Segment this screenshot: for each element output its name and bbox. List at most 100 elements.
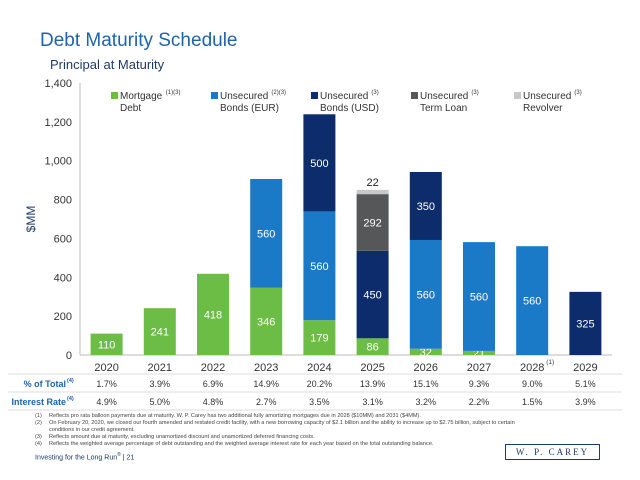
footnote-number: (3): [35, 434, 42, 440]
footnote-line: conditions in our credit agreement.: [35, 427, 135, 434]
bar-data-label: 32: [420, 347, 432, 359]
footnote-number: (2): [35, 420, 42, 426]
legend-label: Revolver: [523, 103, 563, 114]
footnote-number: (4): [35, 441, 42, 447]
table-cell: 6.9%: [203, 379, 224, 389]
legend-footnote: (1)(3): [166, 90, 181, 96]
table-row-footnote: (4): [67, 396, 74, 402]
x-tick-label: 2028: [520, 362, 544, 374]
table-cell: 1.5%: [522, 397, 543, 407]
footnote-line: (4) Reflects the weighted average percent…: [35, 441, 433, 448]
bar-data-label: 350: [417, 201, 435, 213]
bar-data-label: 86: [366, 342, 378, 354]
y-tick-label: 200: [54, 311, 72, 323]
footnote-line: (2) On February 20, 2020, we closed our f…: [35, 420, 515, 427]
footnote-text: Reflects the weighted average percentage…: [49, 441, 434, 447]
y-tick-label: 800: [54, 195, 72, 207]
x-tick-label: 2023: [254, 362, 278, 374]
bar-data-label: 560: [310, 261, 328, 273]
table-cell: 3.5%: [309, 397, 330, 407]
legend-label: Unsecured: [320, 91, 368, 102]
bar-segment: [303, 114, 336, 212]
table-cell: 15.1%: [413, 379, 439, 389]
table-cell: 13.9%: [360, 379, 386, 389]
bar-data-label: 560: [417, 289, 435, 301]
table-cell: 4.9%: [96, 397, 117, 407]
table-cell: 14.9%: [253, 379, 279, 389]
bar-data-label: 325: [576, 318, 594, 330]
bar-data-label: 346: [257, 316, 275, 328]
y-tick-label: 1,200: [44, 117, 72, 129]
table-cell: 2.2%: [469, 397, 490, 407]
bar-segment: [409, 239, 442, 349]
bar-data-label: 241: [151, 327, 169, 339]
legend-swatch: [514, 92, 521, 99]
x-tick-footnote: (1): [546, 359, 554, 366]
bar-segment: [356, 338, 389, 355]
bar-data-label: 110: [98, 339, 116, 351]
bar-data-label: 22: [366, 177, 378, 189]
bar-segment: [197, 273, 229, 355]
bar-data-label: 21: [473, 348, 485, 360]
table-cell: 3.9%: [575, 397, 596, 407]
bar-data-label: 560: [523, 296, 541, 308]
bar-segment: [569, 291, 602, 355]
footnote-text: Reflects pro rata balloon payments due a…: [49, 413, 421, 419]
footnote-text: On February 20, 2020, we closed our four…: [49, 420, 515, 426]
legend-label: Mortgage: [120, 91, 163, 102]
table-row-label: Interest Rate: [11, 397, 66, 407]
y-tick-label: 1,400: [44, 78, 72, 90]
table-cell: 9.0%: [522, 379, 543, 389]
bar-segment: [250, 178, 283, 288]
bar-segment: [303, 211, 336, 321]
bar-segment: [356, 189, 389, 195]
x-tick-label: 2029: [573, 362, 597, 374]
legend-footnote: (3): [574, 90, 581, 96]
table-cell: 5.1%: [575, 379, 596, 389]
x-tick-label: 2024: [307, 362, 331, 374]
bar-segment: [463, 350, 495, 355]
table-cell: 20.2%: [307, 379, 333, 389]
x-tick-label: 2027: [467, 362, 491, 374]
table-cell: 9.3%: [469, 379, 490, 389]
table-cell: 3.1%: [362, 397, 383, 407]
legend-footnote: (2)(3): [271, 90, 286, 96]
legend-footnote: (3): [471, 90, 478, 96]
bar-segment: [303, 320, 336, 355]
y-tick-label: 600: [54, 233, 72, 245]
table-cell: 2.7%: [256, 397, 277, 407]
bar-data-label: 560: [257, 228, 275, 240]
y-axis-label: $MM: [24, 206, 38, 233]
bar-segment: [356, 250, 389, 339]
legend-label: Bonds (USD): [320, 103, 379, 114]
bar-data-label: 418: [204, 309, 222, 321]
y-tick-label: 0: [66, 350, 72, 362]
footnote-line: (3) Reflects amount due at maturity, excl…: [35, 434, 315, 441]
table-cell: 4.8%: [203, 397, 224, 407]
bar-segment: [409, 171, 442, 240]
legend-swatch: [211, 92, 218, 99]
bar-segment: [250, 287, 283, 355]
legend-swatch: [311, 92, 318, 99]
legend-label: Unsecured: [523, 91, 571, 102]
bar-data-label: 500: [310, 158, 328, 170]
table-cell: 5.0%: [150, 397, 171, 407]
table-row-label: % of Total: [24, 379, 66, 389]
chart-subtitle: Principal at Maturity: [50, 57, 165, 72]
bar-data-label: 450: [363, 290, 381, 302]
legend-footnote: (3): [371, 90, 378, 96]
bar-segment: [516, 246, 549, 355]
footnote-text: Reflects amount due at maturity, excludi…: [49, 434, 315, 440]
bar-segment: [463, 242, 495, 351]
x-tick-label: 2021: [148, 362, 172, 374]
legend-label: Unsecured: [220, 91, 268, 102]
y-tick-label: 400: [54, 272, 72, 284]
bar-segment: [90, 333, 123, 355]
bar-data-label: 560: [470, 292, 488, 304]
bar-segment: [143, 308, 176, 355]
table-cell: 3.9%: [150, 379, 171, 389]
y-tick-label: 1,000: [44, 156, 72, 168]
bar-segment: [356, 194, 389, 251]
legend-label: Debt: [120, 103, 141, 114]
x-tick-label: 2026: [414, 362, 438, 374]
